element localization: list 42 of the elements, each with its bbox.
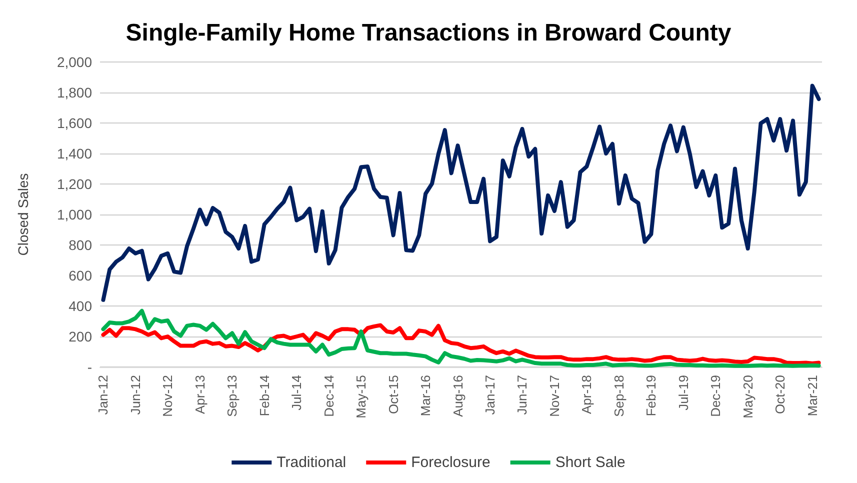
x-tick-label: Feb-19 bbox=[644, 375, 659, 416]
legend-label: Short Sale bbox=[555, 454, 626, 471]
y-tick-label: 1,800 bbox=[56, 84, 92, 100]
y-tick-label: - bbox=[87, 359, 92, 375]
chart-title: Single-Family Home Transactions in Broward County bbox=[126, 20, 732, 46]
y-tick-label: 1,200 bbox=[56, 176, 92, 192]
x-tick-label: Mar-21 bbox=[804, 375, 820, 416]
y-tick-label: 400 bbox=[68, 298, 92, 314]
y-tick-label: 600 bbox=[68, 268, 92, 284]
x-tick-label: Sep-18 bbox=[611, 375, 626, 417]
legend-label: Traditional bbox=[276, 454, 346, 471]
x-tick-label: Sep-13 bbox=[224, 375, 240, 417]
y-axis-title: Closed Sales bbox=[15, 173, 31, 256]
x-tick-label: Mar-16 bbox=[418, 375, 434, 416]
x-tick-label: Nov-17 bbox=[546, 375, 562, 417]
x-tick-label: May-20 bbox=[740, 375, 756, 418]
x-tick-label: Jul-14 bbox=[289, 375, 304, 410]
x-tick-label: Apr-18 bbox=[579, 375, 594, 414]
x-tick-label: May-15 bbox=[354, 375, 369, 418]
y-tick-label: 200 bbox=[68, 328, 92, 344]
y-tick-label: 1,000 bbox=[56, 206, 92, 222]
x-tick-label: Dec-19 bbox=[708, 375, 724, 417]
line-series bbox=[101, 308, 821, 368]
x-tick-label: Nov-12 bbox=[160, 375, 176, 417]
y-tick-label: 1,400 bbox=[56, 146, 92, 162]
x-tick-label: Jan-17 bbox=[482, 375, 498, 415]
x-tick-label: Jun-12 bbox=[128, 375, 143, 415]
legend-label: Foreclosure bbox=[411, 454, 490, 471]
y-tick-label: 800 bbox=[68, 237, 92, 253]
x-tick-label: Jun-17 bbox=[514, 375, 530, 415]
x-tick-label: Jul-19 bbox=[676, 375, 691, 410]
y-tick-label: 1,600 bbox=[56, 115, 92, 131]
line-series bbox=[101, 84, 821, 302]
x-tick-label: Aug-16 bbox=[450, 375, 466, 417]
x-tick-label: Jan-12 bbox=[96, 375, 111, 415]
x-tick-label: Oct-15 bbox=[386, 375, 401, 414]
x-tick-label: Dec-14 bbox=[321, 375, 336, 417]
line-series bbox=[101, 323, 821, 366]
x-tick-label: Oct-20 bbox=[772, 375, 788, 414]
y-tick-label: 2,000 bbox=[56, 54, 92, 70]
x-tick-label: Feb-14 bbox=[256, 375, 272, 416]
x-tick-label: Apr-13 bbox=[192, 375, 208, 414]
